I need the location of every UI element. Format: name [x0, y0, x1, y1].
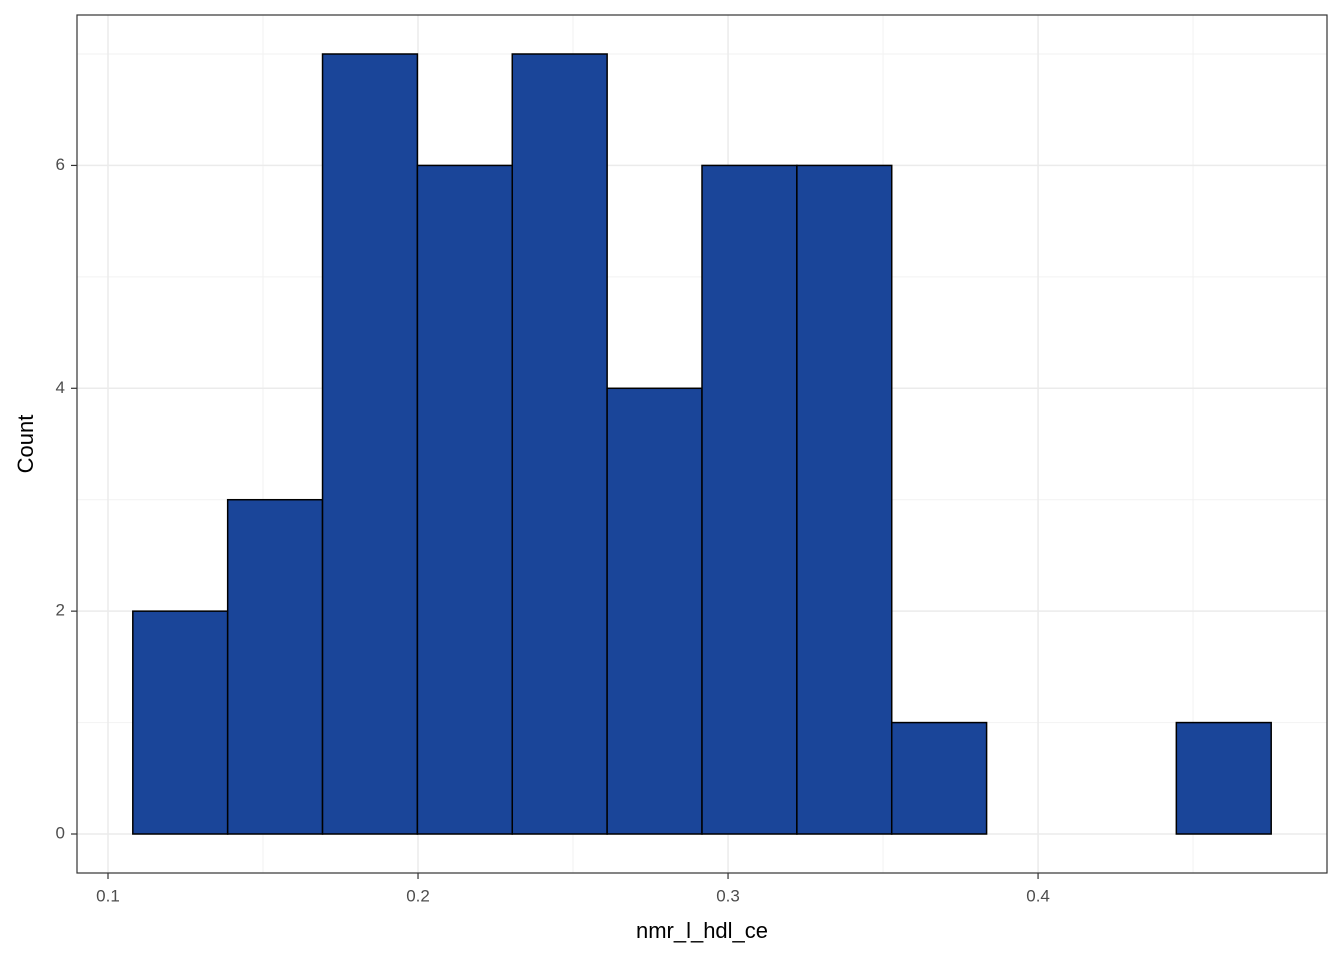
x-tick-label: 0.4 [1026, 886, 1050, 905]
y-tick-label: 4 [56, 378, 65, 397]
y-tick-label: 6 [56, 155, 65, 174]
bar [890, 721, 988, 835]
bar [796, 164, 893, 835]
bar [226, 498, 324, 835]
y-tick-label: 2 [56, 601, 65, 620]
x-tick-label: 0.3 [716, 886, 740, 905]
x-tick-label: 0.2 [406, 886, 430, 905]
bar [1175, 721, 1272, 835]
bar [511, 53, 608, 835]
y-tick-label: 0 [56, 823, 65, 842]
bar [132, 610, 229, 835]
x-tick-label: 0.1 [96, 886, 120, 905]
x-axis-title: nmr_l_hdl_ce [636, 918, 768, 943]
bar [701, 164, 798, 835]
bar [416, 164, 514, 835]
panel-border [76, 14, 1328, 874]
y-axis-title: Count [13, 415, 38, 474]
bar [321, 53, 419, 835]
bar [606, 387, 703, 835]
